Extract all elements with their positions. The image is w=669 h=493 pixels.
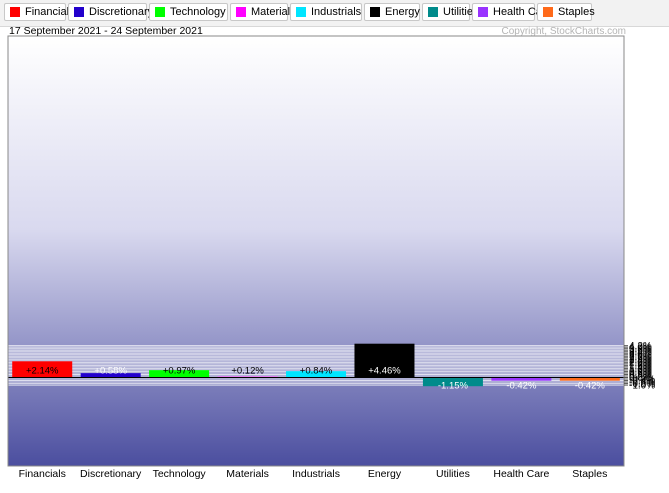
y-tick-label: 2.6% xyxy=(629,353,652,364)
legend-item-discretionary[interactable]: Discretionary xyxy=(68,3,153,21)
value-label-technology: +0.97% xyxy=(163,366,196,377)
legend-item-utilities[interactable]: Utilities xyxy=(422,3,478,21)
category-label-health-care: Health Care xyxy=(493,468,549,480)
y-tick-label: -0.6% xyxy=(629,378,655,389)
y-tick-label: 0.0% xyxy=(629,373,652,384)
legend-label: Staples xyxy=(558,6,595,18)
legend-swatch xyxy=(155,7,165,17)
category-label-financials: Financials xyxy=(19,468,66,480)
legend-swatch xyxy=(478,7,488,17)
legend-swatch xyxy=(296,7,306,17)
legend-item-staples[interactable]: Staples xyxy=(537,3,595,21)
value-label-discretionary: +0.58% xyxy=(94,366,127,377)
value-label-financials: +2.14% xyxy=(26,366,59,377)
bar-chart: +2.14% +0.58% +0.97% +0.12% +0.84% +4.46% -1.1… xyxy=(7,26,655,480)
y-tick-label: 1.8% xyxy=(629,359,652,370)
legend-swatch xyxy=(428,7,438,17)
category-label-discretionary: Discretionary xyxy=(80,468,142,480)
category-label-utilities: Utilities xyxy=(436,468,470,480)
bar-health-care xyxy=(491,377,552,381)
y-tick-label: 3.0% xyxy=(629,350,652,361)
category-label-materials: Materials xyxy=(226,468,269,480)
legend-label: Discretionary xyxy=(89,6,154,18)
bar-staples xyxy=(559,377,620,381)
y-tick-label: 2.0% xyxy=(629,358,652,369)
y-tick-label: 1.2% xyxy=(629,364,652,375)
plot-border xyxy=(7,35,625,467)
legend-item-industrials[interactable]: Industrials xyxy=(290,3,362,21)
y-tick-label: 4.0% xyxy=(629,343,652,354)
legend-item-materials[interactable]: Materials xyxy=(230,3,296,21)
legend-swatch xyxy=(74,7,84,17)
y-tick-label: 0.4% xyxy=(629,370,652,381)
y-tick-label: 3.4% xyxy=(629,347,652,358)
y-tick-label: 1.4% xyxy=(629,362,652,373)
bar-financials xyxy=(12,361,73,378)
y-tick-label: 0.8% xyxy=(629,367,652,378)
legend-label: Materials xyxy=(251,6,296,18)
y-tick-label: 3.6% xyxy=(629,346,652,357)
y-tick-label: 4.2% xyxy=(629,341,652,352)
category-label-industrials: Industrials xyxy=(292,468,340,480)
y-tick-label: -1.0% xyxy=(629,381,655,392)
legend-swatch xyxy=(370,7,380,17)
legend-label: Industrials xyxy=(311,6,362,18)
y-tick-label: -0.2% xyxy=(629,375,655,386)
value-label-energy: +4.46% xyxy=(368,366,401,377)
legend-item-energy[interactable]: Energy xyxy=(364,3,420,21)
bar-technology xyxy=(149,370,210,378)
legend-item-financials[interactable]: Financials xyxy=(4,3,75,21)
legend-item-health-care[interactable]: Health Care xyxy=(472,3,552,21)
bar-industrials xyxy=(286,371,347,378)
legend-swatch xyxy=(10,7,20,17)
y-tick-label: 3.2% xyxy=(629,349,652,360)
category-label-technology: Technology xyxy=(153,468,207,480)
copyright-label: Copyright, StockCharts.com xyxy=(502,26,627,37)
value-label-staples: -0.42% xyxy=(575,381,606,392)
y-tick-label: 2.2% xyxy=(629,356,652,367)
value-label-materials: +0.12% xyxy=(231,366,264,377)
legend: Financials Discretionary Technology Materia… xyxy=(0,0,669,27)
legend-swatch xyxy=(236,7,246,17)
y-tick-label: 2.8% xyxy=(629,352,652,363)
bar-discretionary xyxy=(80,373,141,378)
y-tick-label: 2.4% xyxy=(629,355,652,366)
value-label-industrials: +0.84% xyxy=(300,366,333,377)
legend-label: Utilities xyxy=(443,6,479,18)
y-tick-label: 1.6% xyxy=(629,361,652,372)
y-tick-label: 1.0% xyxy=(629,365,652,376)
plot-background xyxy=(8,36,624,466)
y-tick-label: -0.4% xyxy=(629,376,655,387)
bar-energy xyxy=(354,343,415,378)
legend-label: Financials xyxy=(25,6,75,18)
legend-item-technology[interactable]: Technology xyxy=(149,3,228,21)
legend-label: Energy xyxy=(385,6,420,18)
legend-label: Technology xyxy=(170,6,226,18)
y-tick-label: 0.2% xyxy=(629,371,652,382)
value-label-utilities: -1.15% xyxy=(438,381,469,392)
bar-utilities xyxy=(422,377,483,387)
y-tick-label: -0.8% xyxy=(629,379,655,390)
y-tick-label: 0.6% xyxy=(629,368,652,379)
category-label-energy: Energy xyxy=(368,468,402,480)
y-tick-label: 3.8% xyxy=(629,344,652,355)
date-range-subtitle: 17 September 2021 - 24 September 2021 xyxy=(9,26,203,37)
value-label-health-care: -0.42% xyxy=(506,381,537,392)
legend-swatch xyxy=(543,7,553,17)
category-label-staples: Staples xyxy=(572,468,607,480)
